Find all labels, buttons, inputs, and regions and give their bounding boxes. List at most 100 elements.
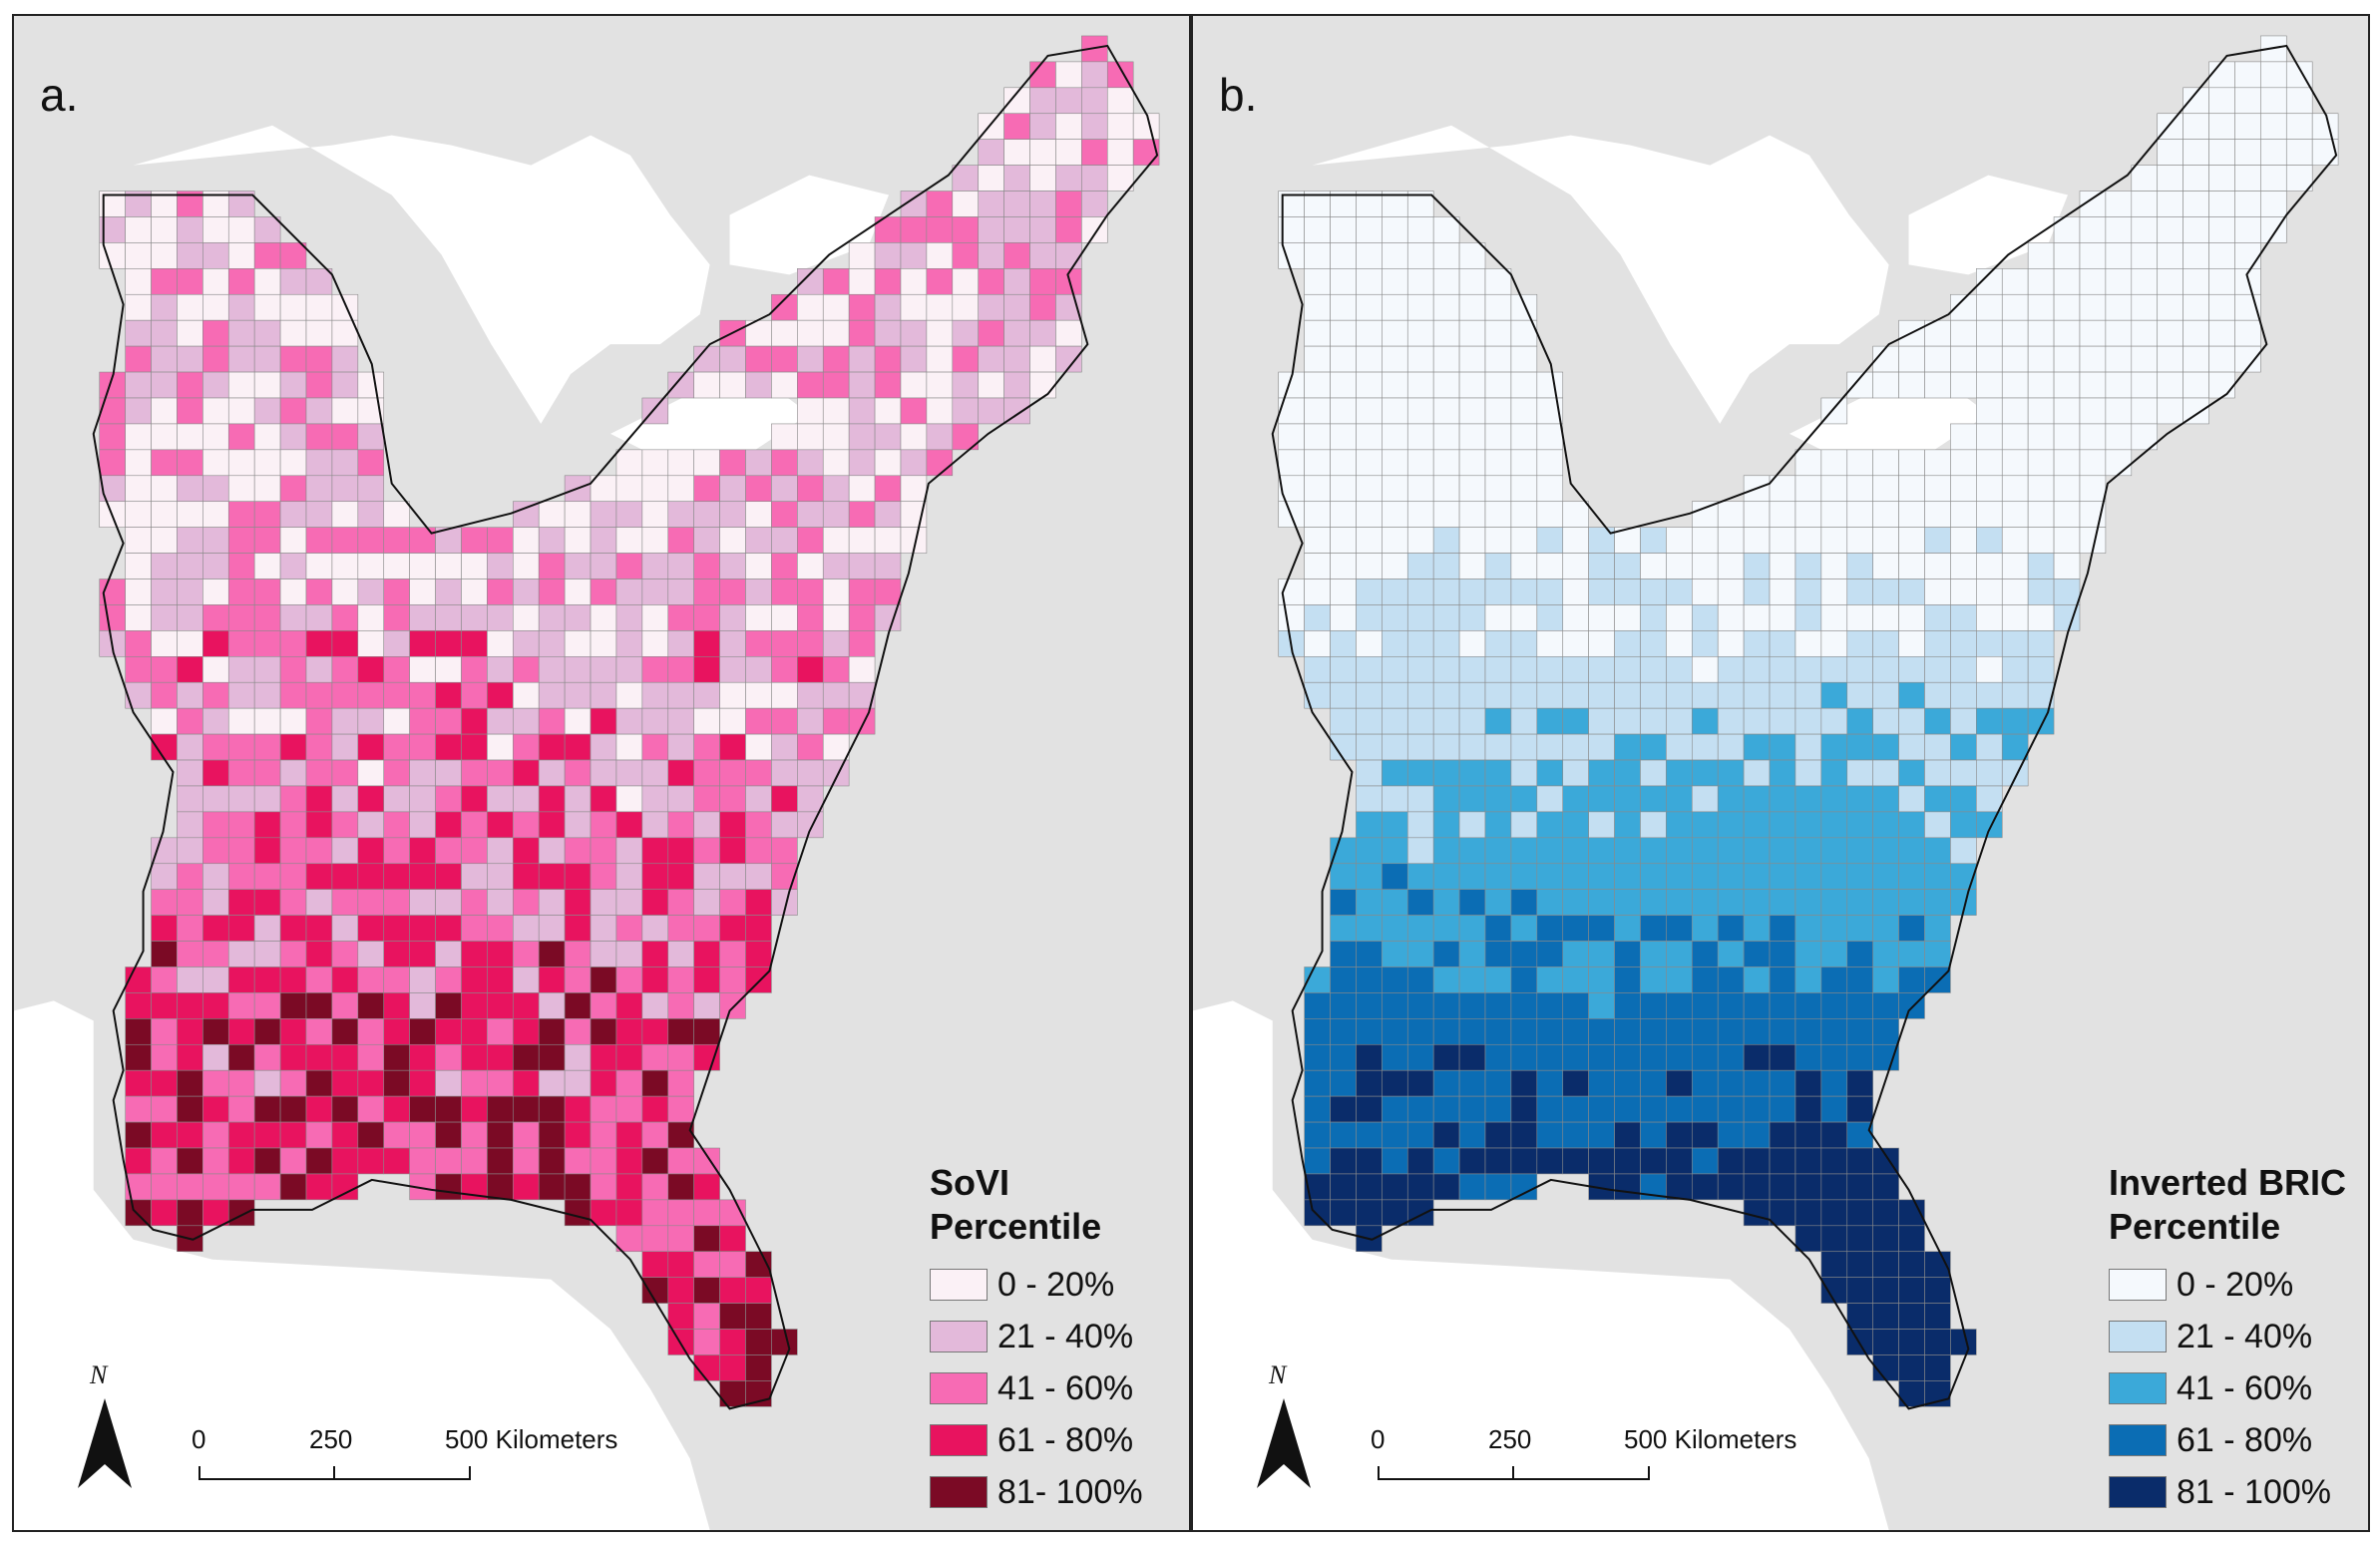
county-region: [279, 1121, 307, 1149]
county-region: [1743, 733, 1771, 761]
county-region: [1588, 579, 1615, 605]
county-region: [1356, 397, 1383, 425]
county-region: [641, 604, 669, 631]
county-region: [771, 811, 798, 839]
county-region: [1846, 1277, 1873, 1304]
county-region: [305, 889, 333, 916]
county-region: [693, 837, 720, 865]
county-region: [1510, 889, 1538, 916]
county-region: [1692, 1069, 1719, 1097]
county-region: [538, 915, 566, 942]
legend-swatch: [930, 1321, 988, 1352]
county-region: [1692, 1043, 1719, 1071]
county-region: [1614, 837, 1641, 865]
county-region: [797, 759, 824, 787]
county-region: [331, 656, 359, 683]
county-region: [202, 1147, 229, 1175]
county-region: [1382, 1095, 1408, 1123]
county-region: [2027, 268, 2055, 295]
county-region: [1278, 423, 1305, 451]
county-region: [1898, 941, 1925, 967]
county-region: [822, 293, 850, 321]
county-region: [1614, 915, 1641, 942]
county-region: [1562, 1018, 1589, 1045]
county-region: [253, 319, 281, 347]
county-region: [1666, 1069, 1693, 1097]
county-region: [848, 345, 876, 373]
county-region: [357, 527, 385, 554]
county-region: [1562, 1043, 1589, 1071]
scale-tick-mark: [198, 1466, 200, 1480]
county-region: [357, 449, 385, 477]
county-region: [615, 579, 643, 605]
county-region: [253, 707, 281, 735]
county-region: [667, 811, 694, 839]
county-region: [279, 889, 307, 916]
county-region: [487, 785, 514, 813]
county-region: [538, 966, 566, 993]
county-region: [1029, 61, 1056, 89]
county-region: [1484, 501, 1512, 528]
county-region: [1950, 319, 1977, 347]
county-region: [1029, 216, 1056, 243]
county-region: [1304, 1069, 1331, 1097]
county-region: [848, 423, 876, 451]
county-region: [1382, 242, 1408, 269]
county-region: [2079, 293, 2107, 321]
county-region: [513, 889, 540, 916]
county-region: [1588, 915, 1615, 942]
county-region: [151, 1095, 178, 1123]
county-region: [1432, 681, 1460, 709]
county-region: [615, 759, 643, 787]
county-region: [2157, 371, 2183, 399]
county-region: [125, 1095, 152, 1123]
county-region: [125, 656, 152, 683]
county-region: [1614, 1069, 1641, 1097]
county-region: [279, 1147, 307, 1175]
scale-label-500: 500 Kilometers: [1624, 1424, 1797, 1454]
legend: SoVI Percentile 0 - 20% 21 - 40% 41 - 60…: [930, 1161, 1143, 1518]
county-region: [1356, 501, 1383, 528]
county-region: [667, 992, 694, 1019]
county-region: [305, 966, 333, 993]
county-region: [1458, 527, 1486, 554]
county-region: [202, 811, 229, 839]
county-region: [177, 941, 203, 967]
county-region: [279, 707, 307, 735]
county-region: [1743, 1147, 1771, 1175]
county-region: [253, 785, 281, 813]
county-region: [151, 837, 178, 865]
county-region: [1458, 1043, 1486, 1071]
county-region: [1382, 681, 1408, 709]
county-region: [1924, 1303, 1951, 1330]
county-region: [1976, 579, 2003, 605]
county-region: [1304, 1043, 1331, 1071]
county-region: [202, 449, 229, 477]
county-region: [357, 707, 385, 735]
county-region: [1304, 1018, 1331, 1045]
county-region: [1304, 293, 1331, 321]
county-region: [435, 1095, 462, 1123]
county-region: [978, 139, 1004, 166]
county-region: [2208, 268, 2235, 295]
county-region: [305, 527, 333, 554]
county-region: [1432, 371, 1460, 399]
county-region: [1898, 553, 1925, 579]
county-region: [1743, 837, 1771, 865]
county-region: [357, 966, 385, 993]
county-region: [253, 345, 281, 373]
county-region: [874, 293, 902, 321]
county-region: [1769, 681, 1796, 709]
county-region: [538, 1095, 566, 1123]
county-region: [641, 449, 669, 477]
county-region: [667, 501, 694, 528]
county-region: [1304, 345, 1331, 373]
county-region: [461, 630, 488, 657]
county-region: [1692, 1173, 1719, 1201]
county-region: [1484, 759, 1512, 787]
county-region: [1743, 785, 1771, 813]
county-region: [2157, 191, 2183, 217]
county-region: [513, 992, 540, 1019]
county-region: [1794, 449, 1822, 477]
county-region: [1666, 656, 1693, 683]
